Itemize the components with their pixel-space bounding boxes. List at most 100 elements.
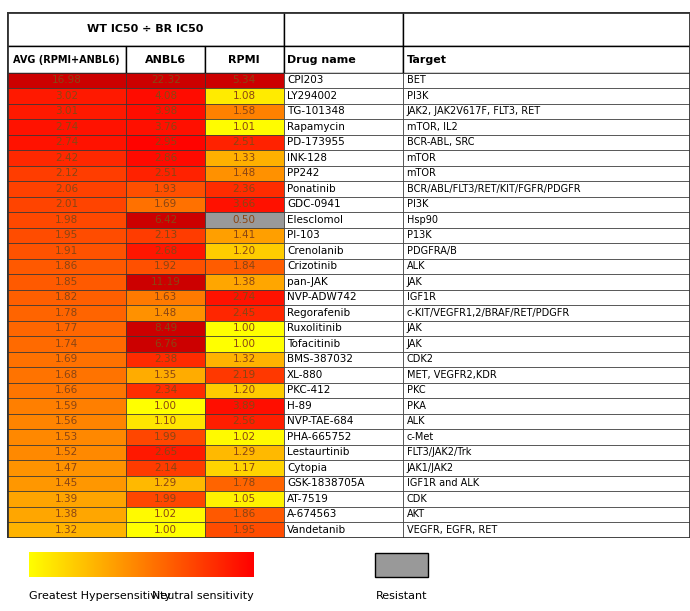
Text: mTOR: mTOR (406, 169, 436, 178)
Text: FLT3/JAK2/Trk: FLT3/JAK2/Trk (406, 447, 471, 458)
Bar (126, 166, 205, 181)
Text: H-89: H-89 (287, 401, 312, 411)
Text: AVG (RPMI+ANBL6): AVG (RPMI+ANBL6) (13, 54, 120, 65)
Bar (403, 398, 690, 414)
Text: 1.02: 1.02 (154, 510, 177, 519)
Bar (126, 134, 205, 150)
Bar (205, 88, 284, 104)
Bar (205, 321, 284, 336)
Bar (403, 429, 690, 445)
Text: Resistant: Resistant (376, 591, 427, 601)
Text: 2.65: 2.65 (154, 447, 177, 458)
Text: 1.98: 1.98 (55, 215, 78, 225)
Bar (284, 507, 403, 522)
Text: 1.56: 1.56 (55, 417, 78, 426)
Text: JAK1/JAK2: JAK1/JAK2 (406, 463, 453, 473)
Text: mTOR, IL2: mTOR, IL2 (406, 122, 457, 132)
Text: Elesclomol: Elesclomol (287, 215, 343, 225)
Text: PI-103: PI-103 (287, 230, 319, 240)
Text: INK-128: INK-128 (287, 153, 327, 163)
Bar (284, 212, 403, 228)
Text: 1.63: 1.63 (154, 293, 177, 302)
Bar (7, 290, 126, 305)
Bar (7, 258, 126, 274)
Bar (126, 476, 205, 491)
Bar (403, 522, 690, 538)
Bar (284, 398, 403, 414)
Text: 3.66: 3.66 (233, 199, 256, 210)
Text: 1.00: 1.00 (155, 401, 177, 411)
Text: GSK-1838705A: GSK-1838705A (287, 478, 364, 488)
Text: 3.98: 3.98 (154, 106, 177, 117)
Bar (284, 491, 403, 507)
Text: 4.08: 4.08 (154, 91, 177, 101)
Text: BCR-ABL, SRC: BCR-ABL, SRC (406, 137, 474, 147)
Bar (7, 476, 126, 491)
Text: BMS-387032: BMS-387032 (287, 354, 353, 364)
Text: 3.02: 3.02 (55, 91, 78, 101)
Text: 2.42: 2.42 (55, 153, 78, 163)
Text: 1.38: 1.38 (233, 277, 256, 287)
Bar (126, 46, 205, 73)
Bar (403, 491, 690, 507)
Text: pan-JAK: pan-JAK (287, 277, 328, 287)
Bar (126, 382, 205, 398)
Text: 1.95: 1.95 (55, 230, 78, 240)
Bar (7, 414, 126, 429)
Bar (126, 212, 205, 228)
Bar (126, 274, 205, 290)
Bar (205, 414, 284, 429)
Text: Target: Target (406, 54, 446, 65)
Bar (126, 258, 205, 274)
Bar (403, 290, 690, 305)
Text: RPMI: RPMI (228, 54, 260, 65)
Text: CPI203: CPI203 (287, 75, 324, 86)
Text: 2.95: 2.95 (154, 137, 177, 147)
Text: 1.41: 1.41 (233, 230, 256, 240)
Text: 2.68: 2.68 (154, 246, 177, 256)
Bar (403, 414, 690, 429)
Text: 1.38: 1.38 (55, 510, 78, 519)
Text: 2.34: 2.34 (154, 386, 177, 395)
Text: XL-880: XL-880 (287, 370, 323, 380)
Bar (205, 352, 284, 367)
Text: 1.53: 1.53 (55, 432, 78, 442)
Bar (403, 336, 690, 352)
Bar (126, 367, 205, 382)
Bar (403, 73, 690, 88)
Text: NVP-ADW742: NVP-ADW742 (287, 293, 357, 302)
Bar (403, 243, 690, 258)
Text: PHA-665752: PHA-665752 (287, 432, 351, 442)
Bar (7, 321, 126, 336)
Bar (126, 336, 205, 352)
Bar (205, 228, 284, 243)
Bar (284, 336, 403, 352)
Bar (403, 46, 690, 73)
Text: A-674563: A-674563 (287, 510, 337, 519)
Bar (205, 243, 284, 258)
Text: 1.20: 1.20 (233, 386, 256, 395)
Text: PKC-412: PKC-412 (287, 386, 331, 395)
Text: Neutral sensitivity: Neutral sensitivity (152, 591, 254, 601)
Text: IGF1R and ALK: IGF1R and ALK (406, 478, 479, 488)
Text: Ruxolitinib: Ruxolitinib (287, 323, 342, 334)
Text: WT IC50 ÷ BR IC50: WT IC50 ÷ BR IC50 (87, 24, 204, 34)
Bar (7, 46, 126, 73)
Bar (7, 212, 126, 228)
Text: BET: BET (406, 75, 425, 86)
Bar (403, 212, 690, 228)
Text: VEGFR, EGFR, RET: VEGFR, EGFR, RET (406, 525, 497, 535)
Bar (205, 46, 284, 73)
Bar (7, 166, 126, 181)
Bar (126, 460, 205, 476)
Bar (126, 181, 205, 197)
Bar (284, 476, 403, 491)
Text: 3.01: 3.01 (55, 106, 78, 117)
Text: PKA: PKA (406, 401, 426, 411)
Text: 2.51: 2.51 (233, 137, 256, 147)
Bar (284, 228, 403, 243)
Text: Vandetanib: Vandetanib (287, 525, 346, 535)
Bar (7, 398, 126, 414)
Text: PI3K: PI3K (406, 91, 428, 101)
Bar (126, 398, 205, 414)
